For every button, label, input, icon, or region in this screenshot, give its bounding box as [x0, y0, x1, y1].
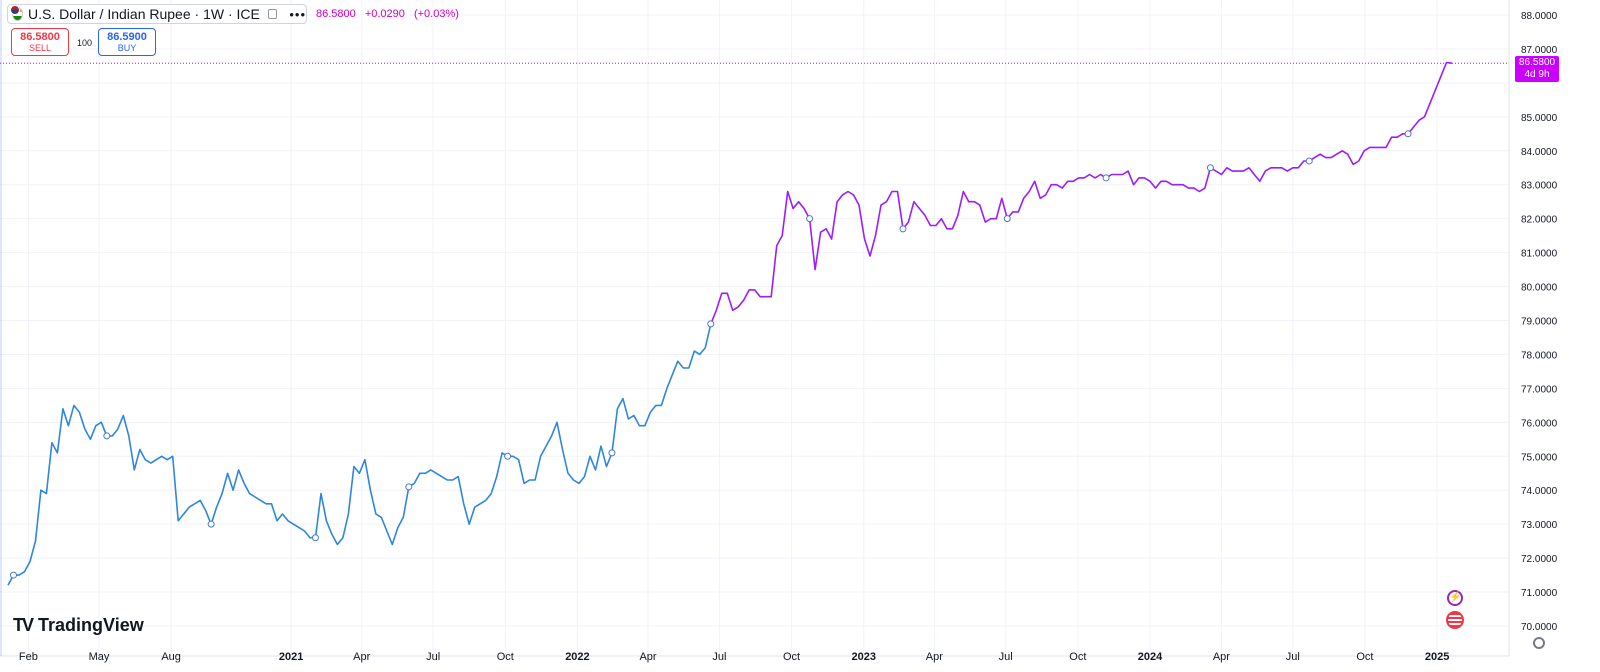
x-tick-label: Jul — [426, 651, 440, 663]
y-tick-label: 70.0000 — [1521, 622, 1558, 633]
y-tick-label: 75.0000 — [1521, 452, 1558, 463]
usd-inr-flag-icon — [10, 5, 23, 21]
symbol-selector[interactable]: U.S. Dollar / Indian Rupee · 1W · ICE ••… — [7, 4, 307, 24]
event-marker — [608, 449, 616, 457]
x-tick-label: Apr — [1213, 651, 1230, 663]
event-marker — [207, 520, 215, 528]
y-tick-label: 80.0000 — [1521, 283, 1558, 294]
event-marker — [311, 534, 319, 542]
x-tick-label: 2025 — [1425, 651, 1449, 663]
x-tick-label: Oct — [1069, 651, 1086, 663]
y-tick-label: 81.0000 — [1521, 249, 1558, 260]
chart-type-icon[interactable] — [267, 9, 278, 19]
event-marker — [405, 483, 413, 491]
y-tick-label: 71.0000 — [1521, 588, 1558, 599]
event-marker — [103, 432, 111, 440]
badge-price: 86.5800 — [1518, 57, 1556, 68]
gear-icon[interactable] — [1533, 637, 1545, 649]
sell-label: SELL — [28, 43, 52, 53]
event-marker — [899, 225, 907, 233]
x-tick-label: Apr — [353, 651, 370, 663]
tradingview-logo-text: TradingView — [38, 615, 144, 635]
x-tick-label: 2024 — [1138, 651, 1163, 663]
tradingview-logo-icon: TV — [13, 615, 34, 635]
event-marker — [707, 320, 715, 328]
y-tick-label: 77.0000 — [1521, 384, 1558, 395]
buy-price: 86.5900 — [107, 31, 147, 43]
x-tick-label: Feb — [19, 651, 38, 663]
x-tick-label: 2022 — [565, 651, 589, 663]
last-price-badge: 86.5800 4d 9h — [1515, 56, 1559, 82]
buy-button[interactable]: 86.5900 BUY — [98, 28, 156, 56]
badge-countdown: 4d 9h — [1524, 69, 1550, 80]
x-tick-label: Oct — [1356, 651, 1373, 663]
buy-label: BUY — [117, 43, 137, 53]
x-tick-label: Apr — [926, 651, 943, 663]
x-tick-label: Jul — [999, 651, 1013, 663]
chart-series — [7, 61, 1453, 586]
x-tick-label: Apr — [639, 651, 656, 663]
y-tick-label: 72.0000 — [1521, 554, 1558, 565]
more-icon[interactable]: ••• — [289, 6, 306, 22]
y-tick-label: 74.0000 — [1521, 486, 1558, 497]
x-tick-label: May — [89, 651, 110, 663]
us-flag-event-icon[interactable] — [1446, 611, 1464, 629]
y-tick-label: 73.0000 — [1521, 520, 1558, 531]
y-tick-label: 84.0000 — [1521, 147, 1558, 158]
x-tick-label: 2023 — [851, 651, 875, 663]
x-tick-label: Jul — [712, 651, 726, 663]
y-tick-label: 82.0000 — [1521, 215, 1558, 226]
x-tick-label: Jul — [1286, 651, 1300, 663]
y-tick-label: 83.0000 — [1521, 181, 1558, 192]
event-marker — [1305, 157, 1313, 165]
y-tick-label: 88.0000 — [1521, 11, 1558, 22]
change-value: +0.0290 — [364, 8, 405, 20]
y-tick-label: 78.0000 — [1521, 350, 1558, 361]
event-marker — [806, 215, 814, 223]
y-tick-label: 76.0000 — [1521, 418, 1558, 429]
event-marker — [1404, 130, 1412, 138]
legend-values: 86.5800 +0.0290 (+0.03%) — [316, 8, 465, 20]
x-tick-label: Aug — [161, 651, 181, 663]
event-marker — [1206, 164, 1214, 172]
change-percent-value: (+0.03%) — [413, 8, 459, 20]
flash-icon[interactable]: ⚡ — [1447, 590, 1463, 606]
event-marker — [1003, 215, 1011, 223]
event-marker — [9, 571, 17, 579]
event-marker — [504, 452, 512, 460]
x-tick-label: Oct — [783, 651, 800, 663]
tradingview-logo[interactable]: TV TradingView — [13, 615, 144, 636]
x-tick-label: 2021 — [279, 651, 303, 663]
series-line-1 — [7, 323, 712, 586]
symbol-title: U.S. Dollar / Indian Rupee · 1W · ICE — [27, 6, 260, 22]
event-markers — [9, 130, 1412, 579]
y-tick-label: 79.0000 — [1521, 317, 1558, 328]
y-tick-label: 85.0000 — [1521, 113, 1558, 124]
event-marker — [1102, 174, 1110, 182]
sell-button[interactable]: 86.5800 SELL — [11, 28, 69, 56]
last-price-value: 86.5800 — [316, 8, 356, 20]
chart-grid — [0, 0, 1509, 656]
sell-price: 86.5800 — [20, 31, 60, 43]
chart-axes: 88.0000 87.0000 85.0000 84.0000 83.0000 82.00… — [0, 0, 1558, 663]
y-tick-label: 87.0000 — [1521, 45, 1558, 56]
x-tick-label: Oct — [497, 651, 514, 663]
series-line-2 — [710, 61, 1453, 325]
spread-value: 100 — [77, 38, 93, 48]
